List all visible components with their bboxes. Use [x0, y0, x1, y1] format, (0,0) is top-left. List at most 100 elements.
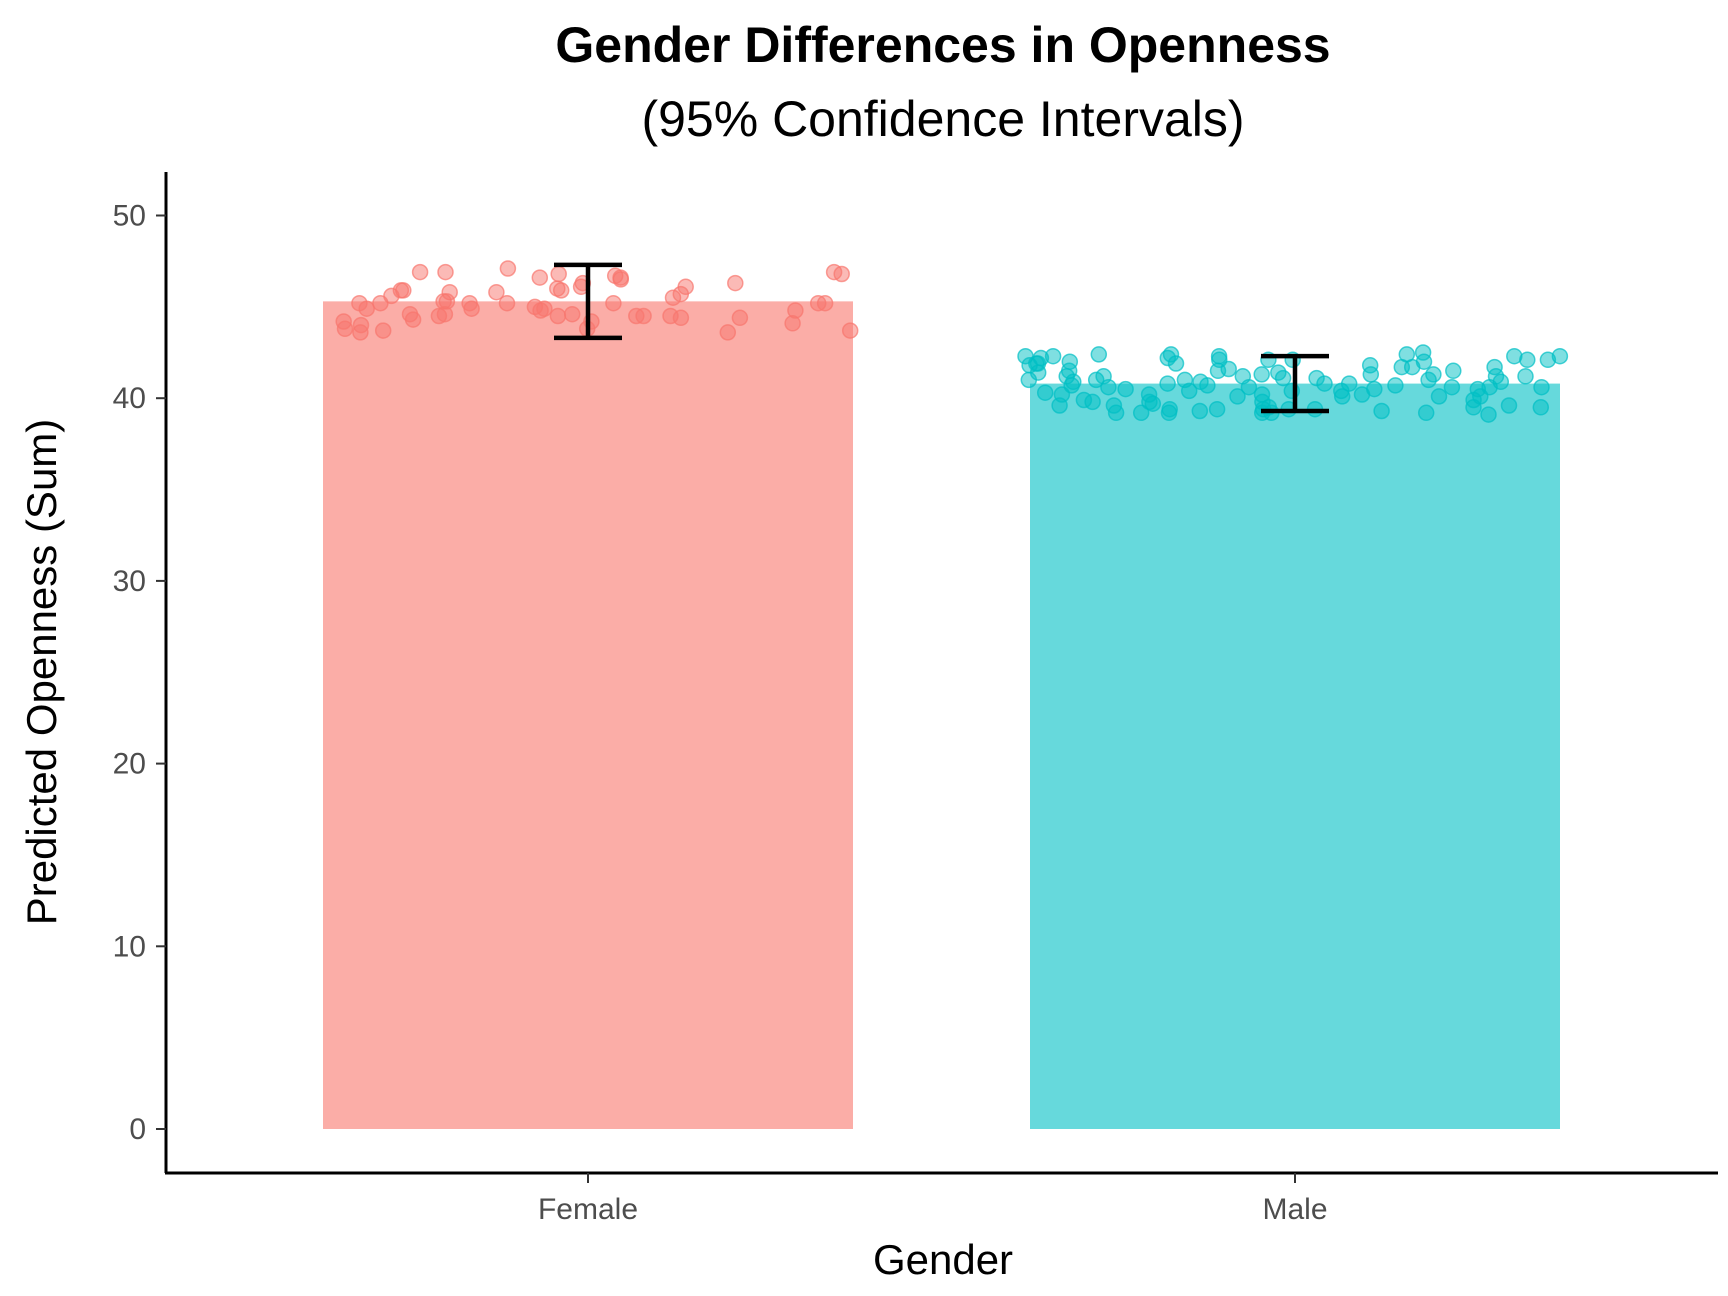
jitter-point-female: [411, 263, 429, 281]
jitter-point-female: [825, 263, 843, 281]
jitter-point-male: [1506, 347, 1523, 365]
jitter-point-female: [532, 302, 549, 319]
jitter-point-female: [374, 322, 392, 339]
jitter-point-male: [1053, 386, 1071, 403]
jitter-point-female: [677, 278, 694, 296]
jitter-point-male: [1353, 386, 1371, 403]
jitter-point-male: [1253, 366, 1270, 383]
x-axis-ticks: Female Male: [538, 1173, 1328, 1226]
y-axis-title: Predicted Openness (Sum): [18, 419, 65, 926]
jitter-point-male: [1340, 375, 1358, 392]
bar-female: [323, 301, 853, 1129]
jitter-point-male: [1532, 399, 1550, 416]
jitter-point-female: [662, 307, 679, 325]
jitter-point-male: [1208, 400, 1226, 418]
jitter-point-female: [531, 269, 549, 286]
y-axis-ticks: 0 10 20 30 40 50: [113, 200, 166, 1146]
jitter-point-female: [438, 293, 456, 310]
jitter-point-female: [437, 263, 454, 281]
error-bar-female: [554, 262, 622, 341]
jitter-point-female: [498, 294, 516, 312]
jitter-point-female: [383, 287, 400, 305]
jitter-point-female: [499, 260, 517, 277]
x-axis-title: Gender: [873, 1236, 1013, 1283]
y-tick-label: 40: [113, 382, 146, 415]
y-tick-label: 30: [113, 565, 146, 598]
jitter-point-male: [1425, 366, 1442, 383]
jitter-point-male: [1191, 402, 1209, 420]
bars-layer: [323, 301, 1560, 1130]
jitter-point-male: [1430, 388, 1448, 405]
jitter-point-male: [1095, 368, 1112, 385]
jitter-point-female: [461, 294, 478, 312]
jitter-point-male: [1167, 355, 1185, 372]
x-tick-label-female: Female: [538, 1193, 638, 1226]
jitter-point-male: [1075, 391, 1093, 409]
chart-title: Gender Differences in Openness: [555, 17, 1330, 73]
jitter-point-male: [1220, 360, 1237, 378]
jitter-point-female: [787, 302, 804, 319]
jitter-point-female: [552, 282, 570, 299]
jitter-point-male: [1403, 358, 1421, 376]
jitter-point-male: [1308, 369, 1325, 387]
jitter-point-male: [1061, 353, 1079, 370]
jitter-point-female: [401, 305, 419, 323]
jitter-point-female: [563, 305, 581, 323]
jitter-point-male: [1373, 402, 1390, 420]
bar-male: [1030, 383, 1560, 1130]
jitter-point-male: [1486, 358, 1503, 376]
jitter-point-male: [1333, 388, 1351, 405]
jitter-points-layer: [335, 260, 1569, 423]
y-tick-label: 50: [113, 200, 146, 233]
jitter-point-male: [1443, 378, 1461, 396]
jitter-point-female: [430, 307, 448, 325]
jitter-point-female: [488, 283, 505, 301]
jitter-point-female: [352, 316, 370, 334]
jitter-point-male: [1159, 375, 1176, 392]
jitter-point-male: [1210, 347, 1228, 365]
y-tick-label: 20: [113, 748, 146, 781]
jitter-point-male: [1199, 377, 1216, 394]
jitter-point-male: [1117, 380, 1134, 398]
jitter-point-male: [1141, 393, 1158, 411]
jitter-point-female: [727, 274, 744, 292]
jitter-point-female: [549, 307, 567, 325]
chart-subtitle: (95% Confidence Intervals): [641, 91, 1244, 147]
jitter-point-female: [605, 294, 622, 312]
jitter-point-female: [606, 267, 624, 285]
jitter-point-male: [1445, 362, 1462, 380]
y-tick-label: 10: [113, 930, 146, 963]
jitter-point-male: [1517, 368, 1534, 385]
y-tick-label: 0: [129, 1113, 146, 1146]
jitter-point-male: [1090, 346, 1108, 363]
jitter-point-male: [1387, 377, 1404, 394]
jitter-point-male: [1161, 400, 1178, 418]
jitter-point-male: [1492, 373, 1510, 391]
jitter-point-male: [1229, 388, 1246, 405]
jitter-point-male: [1036, 384, 1054, 401]
jitter-point-female: [550, 265, 567, 283]
jitter-point-female: [809, 294, 827, 312]
jitter-point-male: [1500, 397, 1518, 414]
jitter-point-male: [1105, 397, 1123, 414]
error-bar-male: [1261, 353, 1329, 414]
jitter-point-male: [1254, 393, 1271, 411]
jitter-point-female: [719, 324, 737, 341]
jitter-point-male: [1058, 368, 1075, 385]
jitter-point-male: [1533, 378, 1550, 396]
jitter-point-male: [1274, 369, 1292, 387]
jitter-point-male: [1417, 404, 1435, 422]
jitter-point-male: [1180, 382, 1198, 400]
jitter-point-male: [1240, 378, 1258, 396]
jitter-point-male: [1132, 404, 1150, 422]
jitter-point-female: [335, 313, 352, 330]
jitter-point-female: [358, 300, 375, 317]
jitter-point-male: [1472, 388, 1489, 405]
jitter-point-female: [635, 307, 652, 325]
jitter-point-female: [731, 309, 749, 327]
jitter-point-male: [1361, 357, 1379, 374]
x-tick-label-male: Male: [1262, 1193, 1327, 1226]
jitter-point-female: [841, 322, 859, 339]
jitter-point-male: [1551, 347, 1569, 365]
